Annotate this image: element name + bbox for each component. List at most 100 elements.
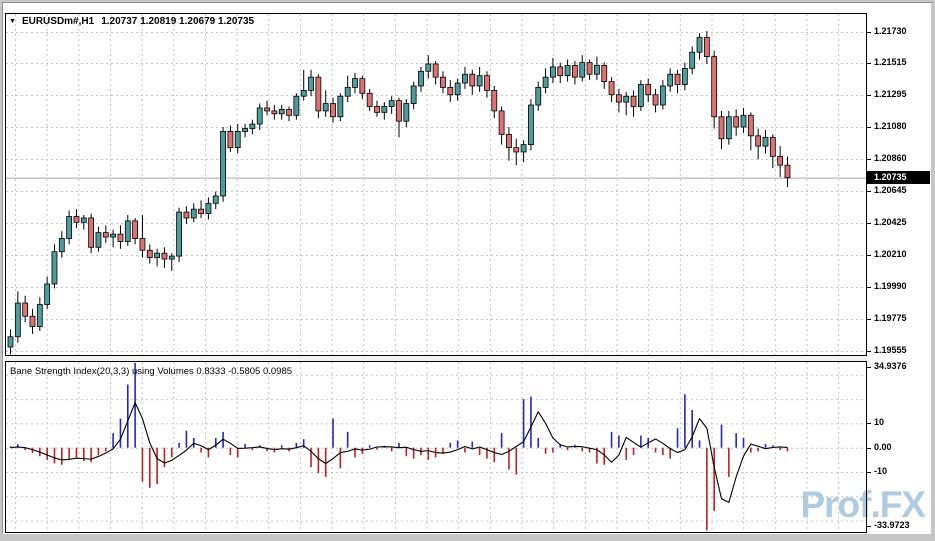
candle-body [469,73,476,87]
candle-body [58,238,65,253]
candle-body [659,85,666,106]
indicator-axis-label: 0.00 [874,442,892,452]
candle-body [755,135,762,147]
indicator-axis-label: 34.9376 [874,361,907,371]
candle-body [542,76,549,88]
candle-body [264,107,270,112]
price-axis-label: 1.21295 [874,89,907,99]
candle-body [220,131,226,197]
candle-body [80,217,87,223]
candle-body [579,62,586,78]
candle-body [681,67,688,85]
candle-body [454,82,461,96]
candle-body [637,84,644,107]
axis-tick [867,191,871,192]
candle-body [315,76,322,112]
candle-body [396,100,402,122]
window-border-left [0,0,3,541]
candle-body [73,216,80,223]
price-axis-label: 1.20645 [874,185,907,195]
candle-body [740,114,747,128]
main-chart-panel[interactable] [5,13,867,356]
window-border-bottom [0,534,935,541]
bid-price-label: 1.20735 [867,171,930,184]
price-axis-label: 1.20425 [874,217,907,227]
candle-body [359,78,366,94]
candle-body [234,131,241,148]
candle-body [381,106,388,113]
candle-body [711,56,718,118]
axis-tick [867,32,871,33]
candle-body [249,123,256,129]
candle-body [110,233,117,238]
candle-body [198,208,204,214]
candle-body [322,103,329,112]
candle-body [278,109,285,115]
price-axis-label: 1.19775 [874,313,907,323]
axis-tick [867,159,871,160]
candle-body [154,252,161,258]
candle-body [286,109,292,116]
candle-body [564,65,571,77]
price-axis-label: 1.19990 [874,281,907,291]
candle-body [51,251,58,285]
candle-body [29,315,36,327]
candle-body [615,94,622,103]
indicator-axis-label: -33.9723 [874,520,910,530]
candle-body [608,81,615,96]
candle-body [623,95,630,103]
candle-body [7,336,14,348]
candle-body [652,94,659,106]
panel-splitter[interactable] [5,356,867,361]
candle-body [124,220,131,242]
candle-body [374,106,380,113]
candle-body [366,92,373,107]
candle-body [725,116,732,140]
candle-body [520,144,527,153]
candle-body [696,37,703,53]
axis-tick [867,423,871,424]
candle-body [242,128,248,132]
candle-body [550,66,556,78]
indicator-signal-line [10,402,788,503]
candle-body [528,104,534,146]
axis-tick [867,367,871,368]
candle-body [747,114,754,137]
indicator-canvas[interactable] [6,362,866,532]
window-border-shadow-top [2,2,933,3]
candle-body [161,252,168,260]
axis-tick [867,287,871,288]
candle-body [784,164,791,179]
candle-body [718,116,725,140]
chart-dropdown-icon[interactable]: ▼ [9,18,16,25]
candle-body [227,131,234,148]
price-axis-label: 1.21080 [874,121,907,131]
candle-body [703,37,710,58]
candle-body [44,283,51,305]
candle-body [36,304,43,327]
candle-body [212,195,219,204]
candle-body [330,103,336,118]
price-axis-label: 1.21515 [874,57,907,67]
candle-body [425,63,432,72]
candle-body [176,211,182,257]
axis-tick [867,351,871,352]
candle-body [102,232,109,238]
chart-title: ▼ EURUSDm#,H1 1.20737 1.20819 1.20679 1.20… [9,16,254,27]
indicator-axis-label: -10 [874,466,888,476]
candle-body [183,211,190,219]
indicator-axis-label: 10 [874,417,885,427]
candle-body [506,133,512,148]
candle-body [418,70,424,87]
candle-body [432,63,439,78]
candle-body [535,87,542,106]
candle-body [88,217,95,248]
axis-tick [867,448,871,449]
price-axis-label: 1.19555 [874,345,907,355]
candle-body [190,208,197,219]
candle-body [146,249,153,258]
price-axis[interactable]: 1.20735 1.21730 1.21515 1.21295 1.21080 1.20… [867,0,931,541]
price-chart-canvas[interactable] [6,14,866,355]
indicator-panel[interactable] [5,361,867,533]
